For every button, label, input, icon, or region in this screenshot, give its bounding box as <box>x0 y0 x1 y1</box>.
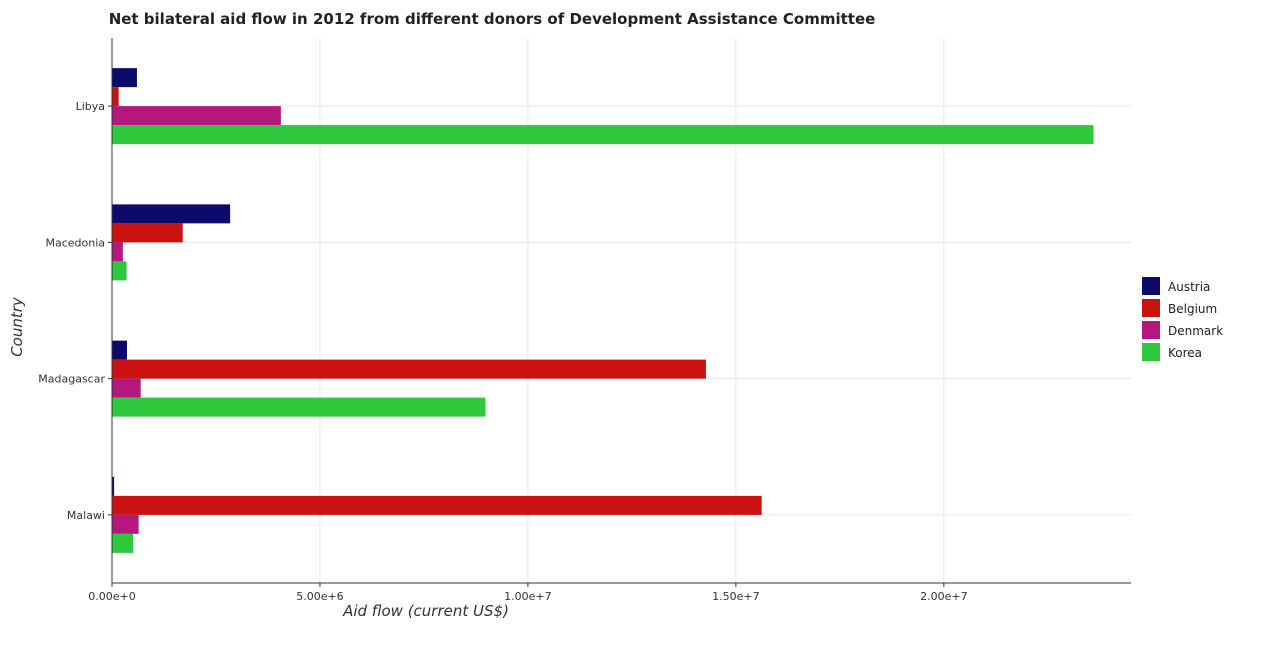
bar-austria-libya <box>112 68 137 88</box>
legend-swatch-belgium <box>1142 299 1160 317</box>
chart-title: Net bilateral aid flow in 2012 from diff… <box>109 10 876 28</box>
bar-austria-madagascar <box>112 340 127 360</box>
legend-swatch-austria <box>1142 277 1160 295</box>
x-tick-label-2: 1.00e+7 <box>504 590 551 603</box>
bar-denmark-libya <box>112 106 281 126</box>
x-tick-label-1: 5.00e+6 <box>296 590 343 603</box>
legend-label-denmark: Denmark <box>1168 324 1223 338</box>
x-axis-label: Aid flow (current US$) <box>342 602 509 620</box>
x-tick-label-3: 1.50e+7 <box>712 590 759 603</box>
bar-belgium-madagascar <box>112 359 706 379</box>
bar-belgium-macedonia <box>112 223 183 243</box>
legend: Austria Belgium Denmark Korea <box>1142 277 1223 361</box>
bar-denmark-madagascar <box>112 378 141 398</box>
legend-swatch-denmark <box>1142 321 1160 339</box>
legend-label-austria: Austria <box>1168 280 1210 294</box>
bar-austria-macedonia <box>112 204 231 224</box>
axes: 0.00e+0 5.00e+6 1.00e+7 1.50e+7 2.00e+7 Libya… <box>38 38 1131 603</box>
bar-belgium-libya <box>112 87 119 107</box>
category-label-malawi: Malawi <box>67 509 105 522</box>
legend-label-belgium: Belgium <box>1168 302 1217 316</box>
legend-label-korea: Korea <box>1168 346 1202 360</box>
bar-korea-malawi <box>112 533 134 553</box>
bar-austria-malawi <box>112 476 115 496</box>
bar-korea-libya <box>112 125 1094 145</box>
x-tick-label-0: 0.00e+0 <box>88 590 135 603</box>
bar-denmark-macedonia <box>112 242 123 262</box>
category-label-macedonia: Macedonia <box>45 236 105 249</box>
bar-belgium-malawi <box>112 495 762 515</box>
y-axis-label: Country <box>8 296 26 357</box>
bars <box>112 68 1094 553</box>
category-label-libya: Libya <box>76 100 105 113</box>
category-label-madagascar: Madagascar <box>38 373 105 386</box>
bar-korea-macedonia <box>112 261 127 281</box>
legend-swatch-korea <box>1142 343 1160 361</box>
x-tick-label-4: 2.00e+7 <box>920 590 967 603</box>
bar-korea-madagascar <box>112 397 486 417</box>
bar-denmark-malawi <box>112 514 139 534</box>
